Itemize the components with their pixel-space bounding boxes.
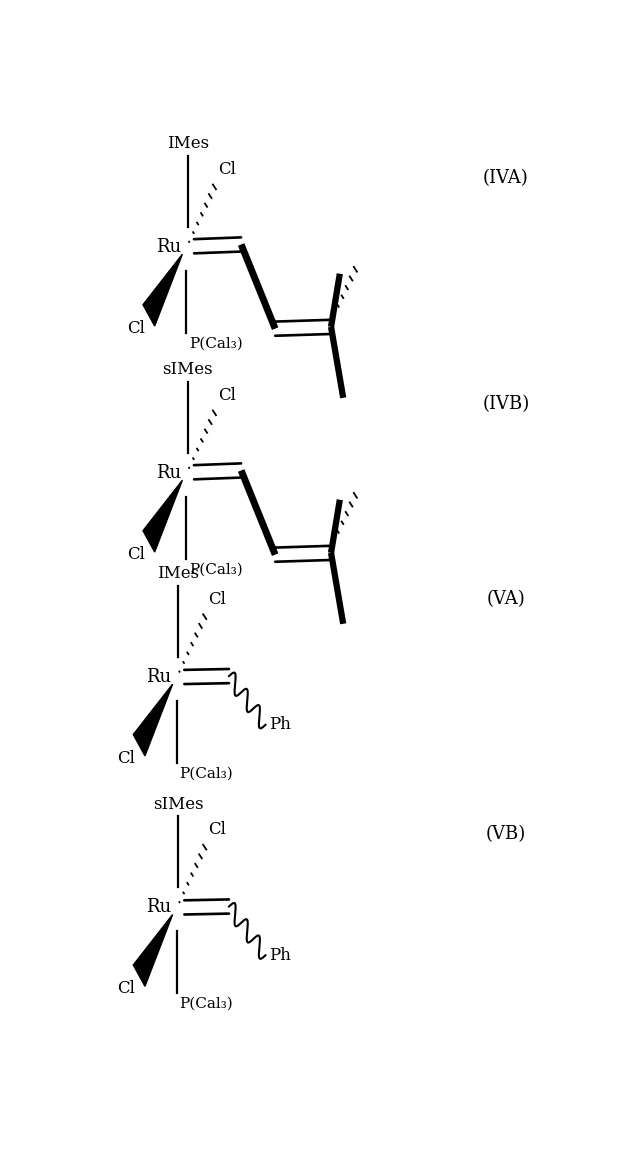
Text: Ru: Ru: [156, 238, 181, 257]
Text: Cl: Cl: [117, 981, 135, 997]
Text: Ru: Ru: [156, 464, 181, 482]
Text: (IVB): (IVB): [482, 395, 530, 413]
Text: Ph: Ph: [270, 716, 291, 733]
Text: IMes: IMes: [167, 136, 209, 152]
Text: Cl: Cl: [117, 749, 135, 767]
Polygon shape: [143, 480, 182, 552]
Text: Cl: Cl: [127, 546, 145, 563]
Text: (VA): (VA): [487, 590, 525, 608]
Text: Cl: Cl: [218, 161, 236, 178]
Text: Cl: Cl: [209, 590, 226, 608]
Text: Cl: Cl: [209, 822, 226, 838]
Text: P(Cal₃): P(Cal₃): [189, 563, 243, 577]
Text: sIMes: sIMes: [162, 361, 213, 379]
Text: Ph: Ph: [270, 947, 291, 963]
Polygon shape: [143, 254, 182, 326]
Text: P(Cal₃): P(Cal₃): [179, 767, 233, 780]
Text: Ru: Ru: [147, 668, 172, 686]
Text: Ru: Ru: [147, 899, 172, 916]
Text: Cl: Cl: [127, 320, 145, 337]
Text: sIMes: sIMes: [153, 795, 203, 813]
Text: P(Cal₃): P(Cal₃): [179, 997, 233, 1011]
Text: Cl: Cl: [218, 387, 236, 404]
Text: (IVA): (IVA): [483, 169, 529, 186]
Text: IMes: IMes: [157, 565, 199, 582]
Polygon shape: [134, 684, 172, 756]
Polygon shape: [134, 915, 172, 986]
Text: (VB): (VB): [486, 825, 526, 843]
Text: P(Cal₃): P(Cal₃): [189, 336, 243, 351]
